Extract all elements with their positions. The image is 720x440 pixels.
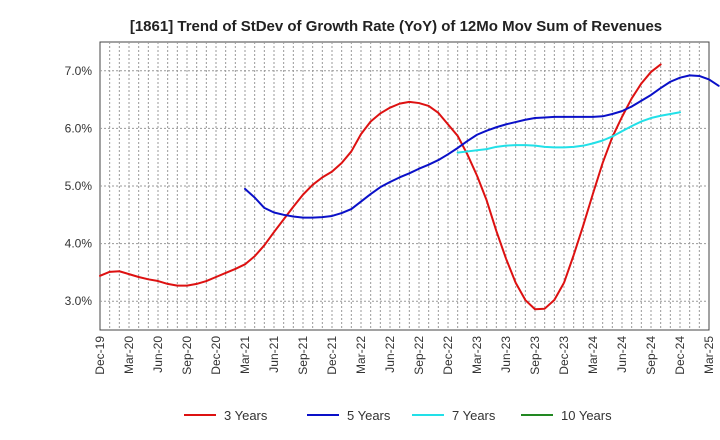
x-tick-label: Sep-23 <box>528 336 542 375</box>
x-tick-label: Jun-20 <box>151 336 165 373</box>
y-tick-label: 5.0% <box>65 179 93 193</box>
x-tick-label: Dec-23 <box>557 336 571 375</box>
x-tick-label: Sep-20 <box>180 336 194 375</box>
x-axis: Dec-19 Mar-20 Jun-20 Sep-20 Dec-20 Mar-21 Jun-… <box>93 336 716 375</box>
series-line-7-years <box>456 111 681 154</box>
chart-title: [1861] Trend of StDev of Growth Rate (Yo… <box>130 18 662 35</box>
x-tick-label: Dec-21 <box>325 336 339 375</box>
y-tick-label: 4.0% <box>65 237 93 251</box>
x-tick-label: Dec-19 <box>93 336 107 375</box>
x-tick-label: Mar-25 <box>702 336 716 374</box>
legend-label: 7 Years <box>452 408 496 423</box>
legend-label: 3 Years <box>224 408 268 423</box>
series-lines <box>99 63 720 311</box>
x-tick-label: Jun-21 <box>267 336 281 373</box>
x-tick-label: Dec-24 <box>673 336 687 375</box>
x-tick-label: Jun-24 <box>615 336 629 373</box>
legend: 3 Years 5 Years 7 Years 10 Years <box>184 408 612 423</box>
x-tick-label: Sep-24 <box>644 336 658 375</box>
x-tick-label: Mar-20 <box>122 336 136 374</box>
x-tick-label: Dec-20 <box>209 336 223 375</box>
x-tick-label: Mar-21 <box>238 336 252 374</box>
x-tick-label: Mar-23 <box>470 336 484 374</box>
series-line-3-years <box>99 63 662 311</box>
x-tick-label: Dec-22 <box>441 336 455 375</box>
gridlines <box>100 42 709 330</box>
y-tick-label: 6.0% <box>65 121 93 135</box>
y-tick-label: 7.0% <box>65 64 93 78</box>
x-tick-label: Mar-24 <box>586 336 600 374</box>
y-axis: 3.0% 4.0% 5.0% 6.0% 7.0% <box>65 64 93 308</box>
x-tick-label: Sep-22 <box>412 336 426 375</box>
legend-label: 10 Years <box>561 408 612 423</box>
series-line-5-years <box>244 74 720 219</box>
y-tick-label: 3.0% <box>65 294 93 308</box>
legend-label: 5 Years <box>347 408 391 423</box>
x-tick-label: Mar-22 <box>354 336 368 374</box>
x-tick-label: Jun-23 <box>499 336 513 373</box>
x-tick-label: Sep-21 <box>296 336 310 375</box>
x-tick-label: Jun-22 <box>383 336 397 373</box>
